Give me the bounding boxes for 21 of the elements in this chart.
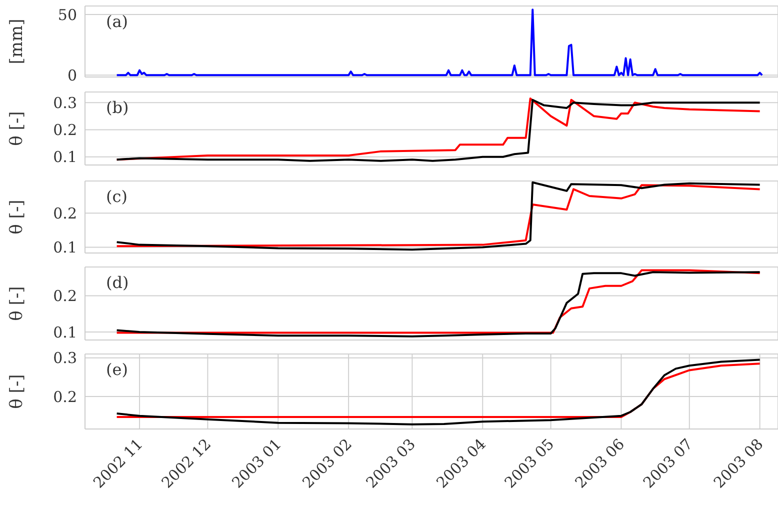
y-tick-label: 0.1	[53, 323, 77, 342]
y-tick-label: 0.1	[53, 238, 77, 257]
y-tick-label: 0	[67, 66, 77, 85]
y-tick-label: 0.3	[53, 94, 77, 112]
y-axis-title: θ [-]	[7, 286, 28, 321]
y-axis-title: [mm]	[7, 18, 28, 64]
annotation: (d)	[106, 273, 129, 292]
y-tick-label: 0.2	[53, 287, 77, 306]
y-axis-title: θ [-]	[7, 111, 28, 146]
annotation: (b)	[106, 98, 129, 117]
y-tick-label: 0.1	[53, 148, 77, 166]
y-tick-label: 50	[58, 6, 77, 24]
annotation: (a)	[106, 12, 128, 31]
y-axis-title: θ [-]	[7, 200, 28, 234]
annotation: (e)	[106, 360, 128, 379]
y-axis-title: θ [-]	[7, 374, 28, 409]
y-tick-label: 0.2	[53, 121, 77, 140]
annotation: (c)	[106, 187, 128, 206]
y-tick-label: 0.3	[53, 349, 77, 368]
y-tick-label: 0.2	[53, 388, 77, 406]
y-tick-label: 0.2	[53, 204, 77, 222]
